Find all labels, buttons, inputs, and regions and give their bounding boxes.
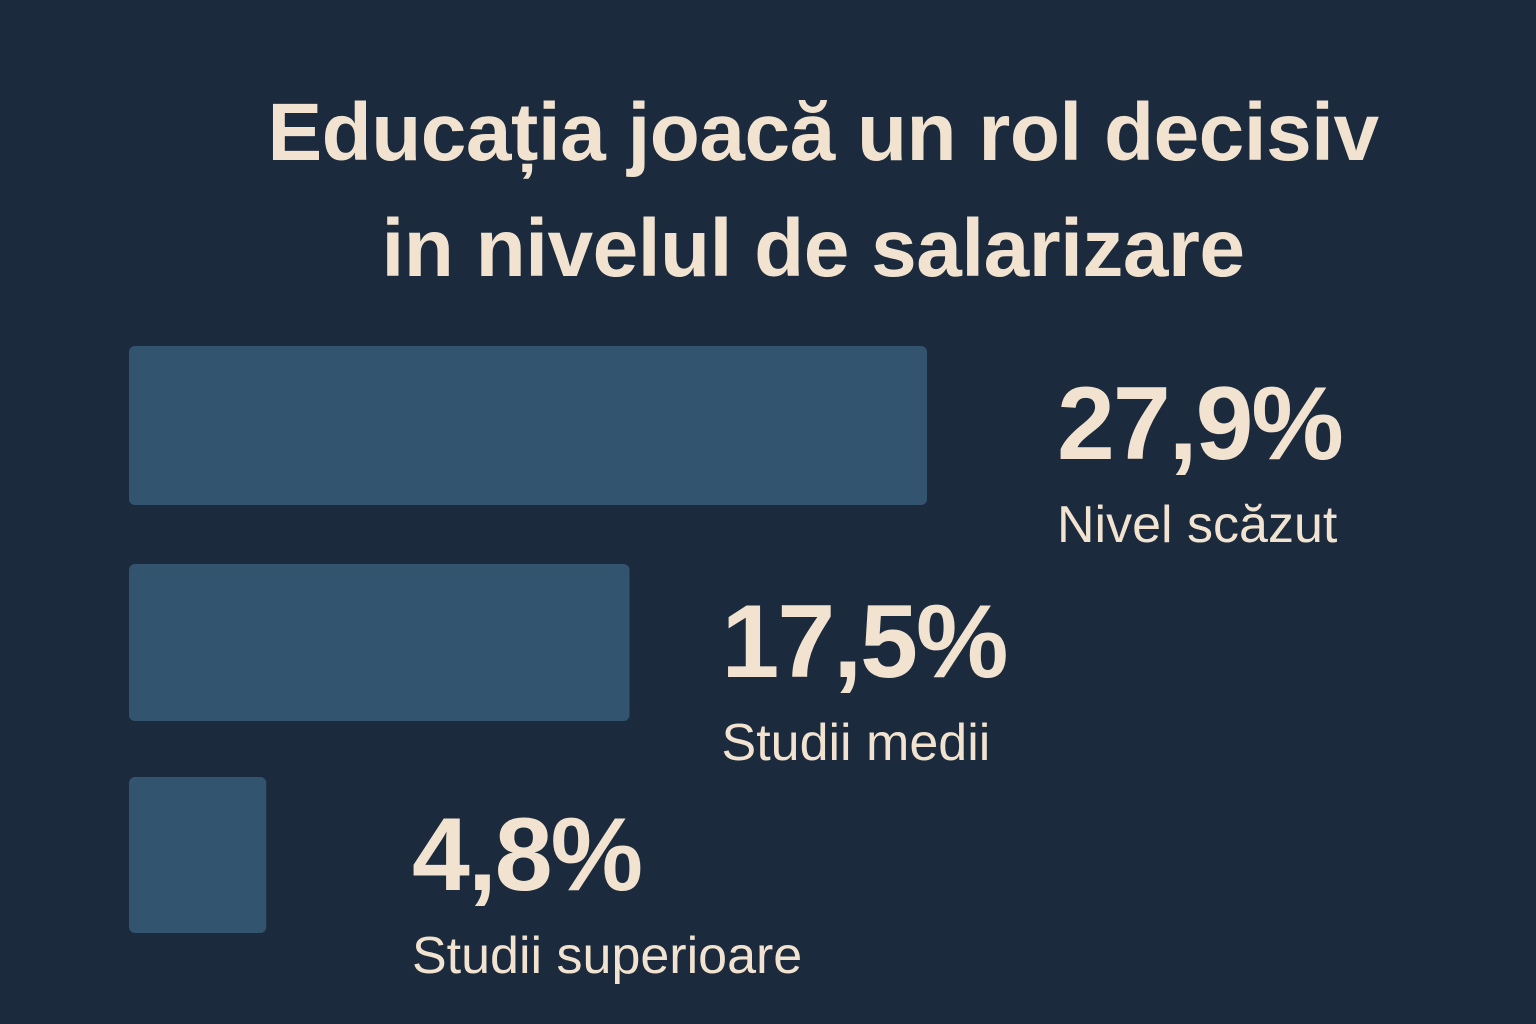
value-label-3: 4,8% <box>412 797 641 913</box>
bar-3 <box>129 777 267 933</box>
chart-title-line-2: in nivelul de salarizare <box>381 203 1245 294</box>
bar-2 <box>129 564 630 721</box>
chart-title-line-1: Educația joacă un rol decisiv <box>267 87 1379 178</box>
category-label-1: Nivel scăzut <box>1057 496 1338 554</box>
value-label-1: 27,9% <box>1057 366 1342 482</box>
bar-1 <box>129 346 927 505</box>
category-label-2: Studii medii <box>722 714 991 772</box>
chart-title: Educația joacă un rol decisiv in nivelul… <box>0 72 1536 310</box>
value-label-2: 17,5% <box>722 584 1007 700</box>
category-label-3: Studii superioare <box>412 927 802 985</box>
